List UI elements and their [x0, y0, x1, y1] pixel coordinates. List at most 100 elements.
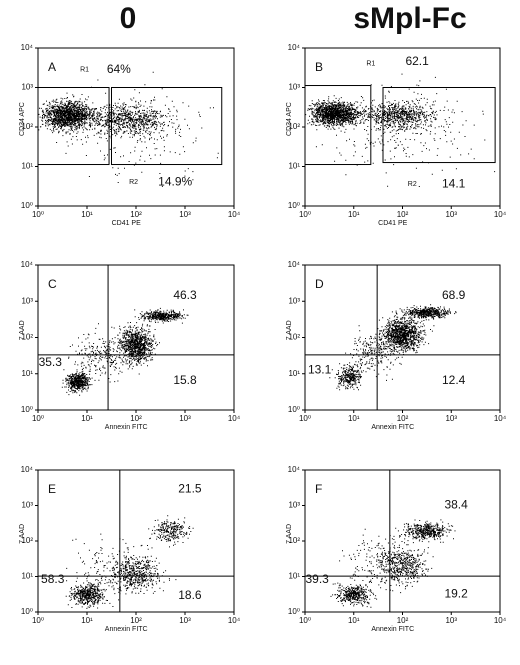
- x-tick-label: 10¹: [348, 210, 360, 219]
- x-tick-label: 10²: [130, 616, 142, 625]
- x-tick-label: 10⁰: [32, 210, 44, 219]
- x-tick-label: 10³: [179, 616, 191, 625]
- y-tick-label: 10¹: [288, 572, 300, 581]
- quadrant-value: 38.4: [444, 498, 468, 512]
- panel-letter: F: [315, 482, 322, 496]
- gate-label: R2: [129, 179, 138, 186]
- y-axis-label: 7 AAD: [286, 320, 293, 340]
- quadrant-value: 15.8: [173, 373, 197, 387]
- y-tick-label: 10¹: [288, 162, 300, 171]
- dot-cloud: [329, 304, 457, 391]
- x-tick-label: 10²: [397, 616, 409, 625]
- panel: 10⁰ 10¹ 10² 10³ 10⁴ 10⁰ 10¹ 10² 10³ 10⁴ Annexin FI…: [19, 465, 241, 633]
- y-axis-label: 7 AAD: [286, 524, 293, 544]
- x-tick-label: 10¹: [81, 616, 93, 625]
- x-axis-label: Annexin FITC: [105, 626, 148, 633]
- dot-cloud: [65, 515, 194, 609]
- y-axis-label: 7 AAD: [19, 524, 26, 544]
- y-tick-label: 10⁴: [288, 260, 301, 269]
- x-tick-label: 10¹: [81, 210, 93, 219]
- y-tick-label: 10⁰: [288, 405, 300, 414]
- y-axis-label: 7 AAD: [19, 320, 26, 340]
- x-tick-label: 10¹: [348, 616, 360, 625]
- y-tick-label: 10³: [288, 296, 300, 305]
- x-tick-label: 10²: [130, 414, 142, 423]
- y-tick-label: 10²: [21, 333, 33, 342]
- y-tick-label: 10⁴: [288, 465, 301, 474]
- y-tick-label: 10²: [21, 122, 33, 131]
- y-tick-label: 10⁰: [288, 201, 300, 210]
- gate: [382, 87, 496, 164]
- panel-letter: C: [48, 277, 57, 291]
- x-axis-label: Annexin FITC: [371, 424, 414, 431]
- x-tick-label: 10³: [445, 414, 457, 423]
- gate: [37, 87, 110, 166]
- x-tick-label: 10³: [445, 616, 457, 625]
- y-tick-label: 10⁴: [288, 43, 301, 52]
- x-tick-label: 10²: [397, 414, 409, 423]
- x-tick-label: 10³: [179, 210, 191, 219]
- x-axis-label: Annexin FITC: [371, 626, 414, 633]
- x-tick-label: 10³: [445, 210, 457, 219]
- quadrant-value: 58.3: [41, 572, 65, 586]
- y-tick-label: 10³: [21, 501, 33, 510]
- quadrant-value: 13.1: [308, 362, 332, 376]
- plot-frame: [37, 469, 235, 613]
- x-tick-label: 10²: [130, 210, 142, 219]
- x-tick-label: 10⁴: [494, 414, 507, 423]
- y-axis-label: CD34 APC: [19, 102, 26, 136]
- x-tick-label: 10⁰: [299, 414, 311, 423]
- panel-letter: D: [315, 277, 324, 291]
- panel: 10⁰ 10¹ 10² 10³ 10⁴ 10⁰ 10¹ 10² 10³ 10⁴ CD41 PE CD3…: [19, 43, 241, 227]
- y-axis-label: CD34 APC: [286, 102, 293, 136]
- y-tick-label: 10²: [288, 333, 300, 342]
- quadrant-value: 12.4: [442, 373, 466, 387]
- x-tick-label: 10⁰: [299, 210, 311, 219]
- y-tick-label: 10³: [21, 296, 33, 305]
- column-title: sMpl-Fc: [353, 2, 466, 35]
- gate-value: 64%: [107, 62, 131, 76]
- x-tick-label: 10³: [179, 414, 191, 423]
- y-tick-label: 10⁰: [288, 607, 300, 616]
- y-tick-label: 10²: [288, 536, 300, 545]
- gate-label: R1: [366, 61, 375, 68]
- gate: [111, 87, 223, 166]
- panel-letter: E: [48, 482, 56, 496]
- gate-value: 14.1: [442, 176, 466, 190]
- gate-value: 62.1: [405, 54, 429, 68]
- y-tick-label: 10³: [21, 83, 33, 92]
- quadrant-value: 21.5: [178, 482, 202, 496]
- x-tick-label: 10²: [397, 210, 409, 219]
- y-tick-label: 10²: [21, 536, 33, 545]
- x-tick-label: 10⁰: [299, 616, 311, 625]
- x-tick-label: 10⁴: [228, 210, 241, 219]
- y-tick-label: 10²: [288, 122, 300, 131]
- x-tick-label: 10¹: [81, 414, 93, 423]
- x-axis-label: CD41 PE: [378, 220, 408, 227]
- x-tick-label: 10⁴: [494, 616, 507, 625]
- x-tick-label: 10⁰: [32, 414, 44, 423]
- dot-cloud: [38, 71, 219, 187]
- gate-label: R1: [80, 67, 89, 74]
- x-tick-label: 10¹: [348, 414, 360, 423]
- gate: [304, 85, 372, 166]
- y-tick-label: 10⁴: [21, 260, 34, 269]
- x-tick-label: 10⁴: [228, 616, 241, 625]
- quadrant-value: 18.6: [178, 588, 202, 602]
- y-tick-label: 10⁰: [21, 201, 33, 210]
- y-tick-label: 10¹: [21, 162, 33, 171]
- y-tick-label: 10⁴: [21, 43, 34, 52]
- y-tick-label: 10⁰: [21, 607, 33, 616]
- x-tick-label: 10⁰: [32, 616, 44, 625]
- gate-value: 14.9%: [158, 174, 192, 188]
- dot-cloud: [330, 519, 456, 608]
- y-tick-label: 10⁴: [21, 465, 34, 474]
- plot-frame: [304, 47, 501, 207]
- y-tick-label: 10¹: [21, 369, 33, 378]
- dot-cloud: [61, 307, 189, 396]
- quadrant-value: 46.3: [173, 288, 197, 302]
- panel-letter: A: [48, 60, 56, 74]
- dot-cloud: [305, 73, 496, 187]
- quadrant-value: 35.3: [39, 355, 63, 369]
